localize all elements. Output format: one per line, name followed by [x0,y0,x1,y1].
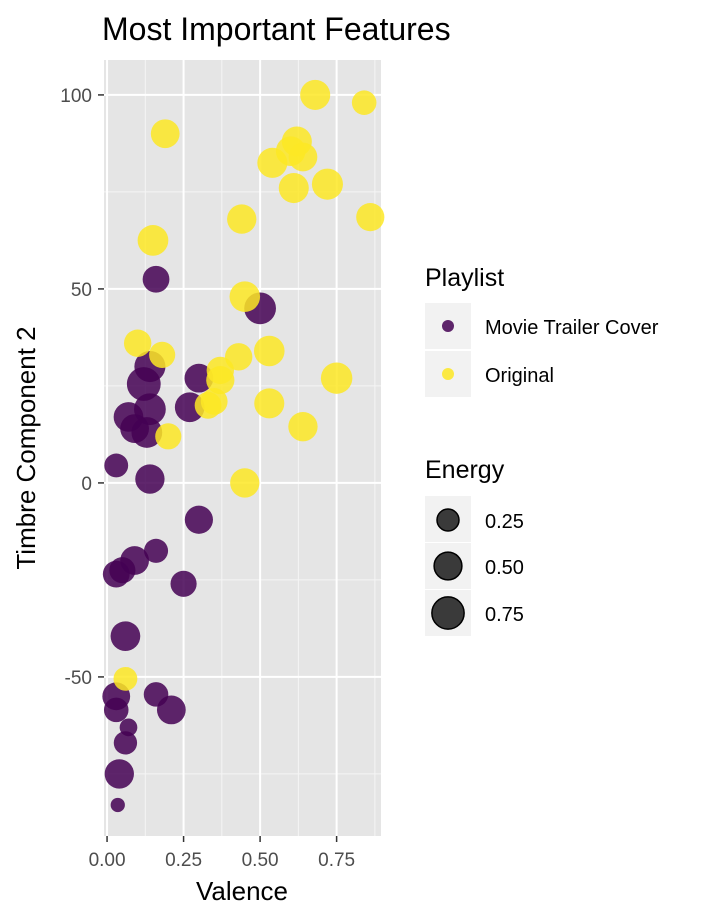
x-tick-label: 0.50 [242,850,279,871]
point-original [351,90,377,115]
point-original [229,281,261,312]
point-movie-trailer-cover [103,697,129,723]
point-movie-trailer-cover [135,464,165,494]
y-tick-label: 50 [71,280,92,301]
point-original [320,362,353,394]
point-movie-trailer-cover [156,695,186,725]
point-original [230,468,260,498]
point-movie-trailer-cover [102,560,130,588]
point-movie-trailer-cover [184,363,214,393]
point-movie-trailer-cover [104,759,134,789]
size-legend-title: Energy [425,456,505,484]
point-original [194,391,222,419]
point-original [123,329,152,357]
y-axis-ticks: -50 0 50 100 [60,86,104,689]
point-original [300,79,331,110]
point-original [113,666,138,691]
point-movie-trailer-cover [126,367,161,401]
y-tick-label: 0 [81,474,92,495]
point-movie-trailer-cover [113,731,138,755]
size-legend-key-0-50 [433,551,463,581]
point-original [288,142,318,172]
point-movie-trailer-cover [131,417,163,448]
point-movie-trailer-cover [170,570,197,597]
size-legend-key-0-75 [431,596,465,630]
y-axis-title: Timbre Component 2 [11,326,41,569]
point-movie-trailer-cover [142,265,170,293]
y-tick-label: 100 [60,86,92,107]
point-original [288,411,318,442]
point-original [149,341,176,368]
color-legend-label-original: Original [485,365,554,387]
size-legend-key-0-25 [436,508,460,532]
color-legend-label-movie-trailer-cover: Movie Trailer Cover [485,317,659,339]
point-original [253,335,285,367]
size-legend-label-0-75: 0.75 [485,604,524,626]
x-axis-title: Valence [196,876,288,906]
point-movie-trailer-cover [110,621,141,652]
color-legend: Playlist Movie Trailer Cover Original [425,264,659,397]
point-original [254,388,285,419]
point-original [155,423,182,450]
color-legend-key-original [442,368,454,380]
point-original [311,168,343,200]
point-original [356,203,385,232]
size-legend-label-0-25: 0.25 [485,511,524,533]
point-original [227,204,257,234]
point-original [150,119,180,149]
chart-title: Most Important Features [102,11,451,47]
x-tick-label: 0.75 [318,850,355,871]
y-tick-label: -50 [65,668,92,689]
x-axis-ticks: 0.00 0.25 0.50 0.75 [89,836,355,871]
point-movie-trailer-cover [143,538,169,563]
color-legend-key-movie-trailer-cover [442,320,454,332]
size-legend-label-0-50: 0.50 [485,557,524,579]
color-legend-title: Playlist [425,264,504,292]
point-original [206,366,235,395]
point-original [257,147,288,178]
size-legend: Energy 0.25 0.50 0.75 [425,456,524,636]
x-tick-label: 0.00 [89,850,126,871]
x-tick-label: 0.25 [165,850,202,871]
point-movie-trailer-cover [104,453,129,478]
point-original [137,225,169,256]
point-movie-trailer-cover [184,505,213,534]
point-movie-trailer-cover [110,797,125,813]
data-points [102,79,385,813]
point-original [278,173,309,204]
